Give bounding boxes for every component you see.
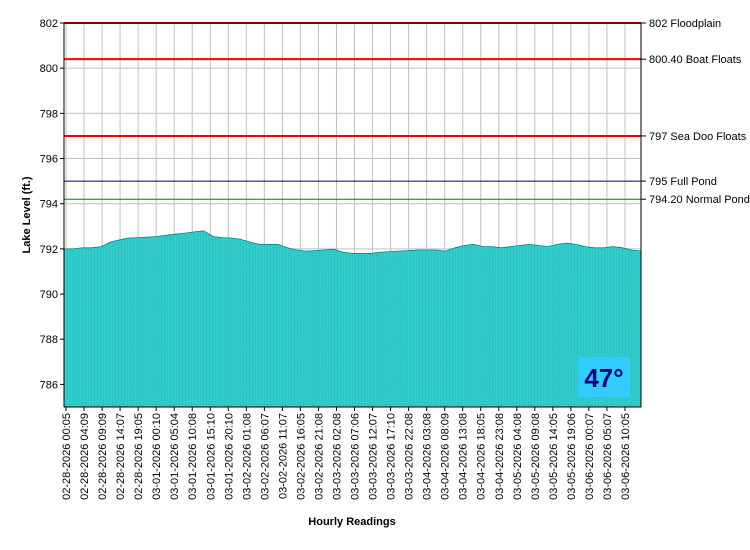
- temperature-badge: 47°: [578, 357, 630, 397]
- x-tick-label: 03-01-2026 15:10: [205, 413, 217, 500]
- reference-label: 795 Full Pond: [649, 176, 717, 188]
- axes: [63, 22, 642, 408]
- y-tick-labels: 786 788 790 792 794 796 798 800 802: [40, 18, 64, 391]
- x-tick-label: 03-06-2026 05:07: [602, 413, 614, 500]
- x-tick-label: 03-03-2026 22:08: [404, 413, 416, 500]
- x-tick-label: 03-04-2026 08:09: [440, 413, 452, 500]
- x-tick-label: 03-02-2026 21:08: [313, 413, 325, 500]
- x-tick-label: 03-03-2026 17:10: [386, 413, 398, 500]
- y-tick-label: 794: [40, 199, 58, 211]
- x-tick-label: 03-04-2026 03:08: [422, 413, 434, 500]
- x-tick-label: 03-01-2026 10:08: [187, 413, 199, 500]
- x-tick-label: 03-03-2026 12:07: [368, 413, 380, 500]
- x-tick-label: 02-28-2026 19:05: [133, 413, 145, 500]
- x-tick-label: 03-05-2026 09:08: [530, 413, 542, 500]
- x-axis-title: Hourly Readings: [308, 516, 395, 528]
- reference-label: 802 Floodplain: [649, 18, 721, 30]
- lake-level-area: [63, 230, 642, 408]
- y-tick-label: 786: [40, 379, 58, 391]
- x-tick-label: 03-04-2026 18:05: [476, 413, 488, 500]
- x-tick-label: 03-06-2026 10:05: [620, 413, 632, 500]
- x-tick-labels: 02-28-2026 00:05 02-28-2026 04:09 02-28-20…: [61, 407, 632, 500]
- x-tick-label: 03-02-2026 01:08: [241, 413, 253, 500]
- y-axis-title: Lake Level (ft.): [21, 176, 33, 253]
- x-tick-label: 03-04-2026 23:08: [494, 413, 506, 500]
- reference-label: 794.20 Normal Pond: [649, 194, 750, 206]
- x-tick-label: 02-28-2026 14:07: [115, 413, 127, 500]
- x-tick-label: 03-01-2026 00:10: [151, 413, 163, 500]
- x-tick-label: 02-28-2026 09:09: [97, 413, 109, 500]
- y-tick-label: 788: [40, 334, 58, 346]
- y-tick-label: 798: [40, 108, 58, 120]
- y-tick-label: 790: [40, 289, 58, 301]
- x-tick-label: 03-06-2026 00:07: [584, 413, 596, 500]
- x-tick-label: 02-28-2026 00:05: [61, 413, 73, 500]
- y-tick-label: 800: [40, 63, 58, 75]
- x-tick-label: 03-05-2026 14:05: [548, 413, 560, 500]
- x-tick-label: 03-05-2026 19:06: [566, 413, 578, 500]
- temperature-label: 47°: [584, 363, 623, 393]
- x-tick-label: 03-04-2026 13:08: [458, 413, 470, 500]
- y-tick-label: 796: [40, 154, 58, 166]
- x-tick-label: 03-02-2026 06:07: [259, 413, 271, 500]
- y-tick-label: 792: [40, 244, 58, 256]
- x-tick-label: 03-03-2026 02:08: [331, 413, 343, 500]
- x-tick-label: 03-01-2026 05:04: [169, 413, 181, 500]
- x-tick-label: 03-03-2026 07:06: [350, 413, 362, 500]
- x-tick-label: 02-28-2026 04:09: [79, 413, 91, 500]
- x-tick-label: 03-05-2026 04:08: [512, 413, 524, 500]
- reference-label: 800.40 Boat Floats: [649, 54, 742, 66]
- x-tick-label: 03-01-2026 20:10: [223, 413, 235, 500]
- reference-label: 797 Sea Doo Floats: [649, 131, 747, 143]
- x-tick-label: 03-02-2026 16:05: [295, 413, 307, 500]
- reference-lines: 802 Floodplain 800.40 Boat Floats 797 Sea …: [64, 18, 750, 206]
- x-tick-label: 03-02-2026 11:07: [277, 413, 289, 499]
- y-tick-label: 802: [40, 18, 58, 30]
